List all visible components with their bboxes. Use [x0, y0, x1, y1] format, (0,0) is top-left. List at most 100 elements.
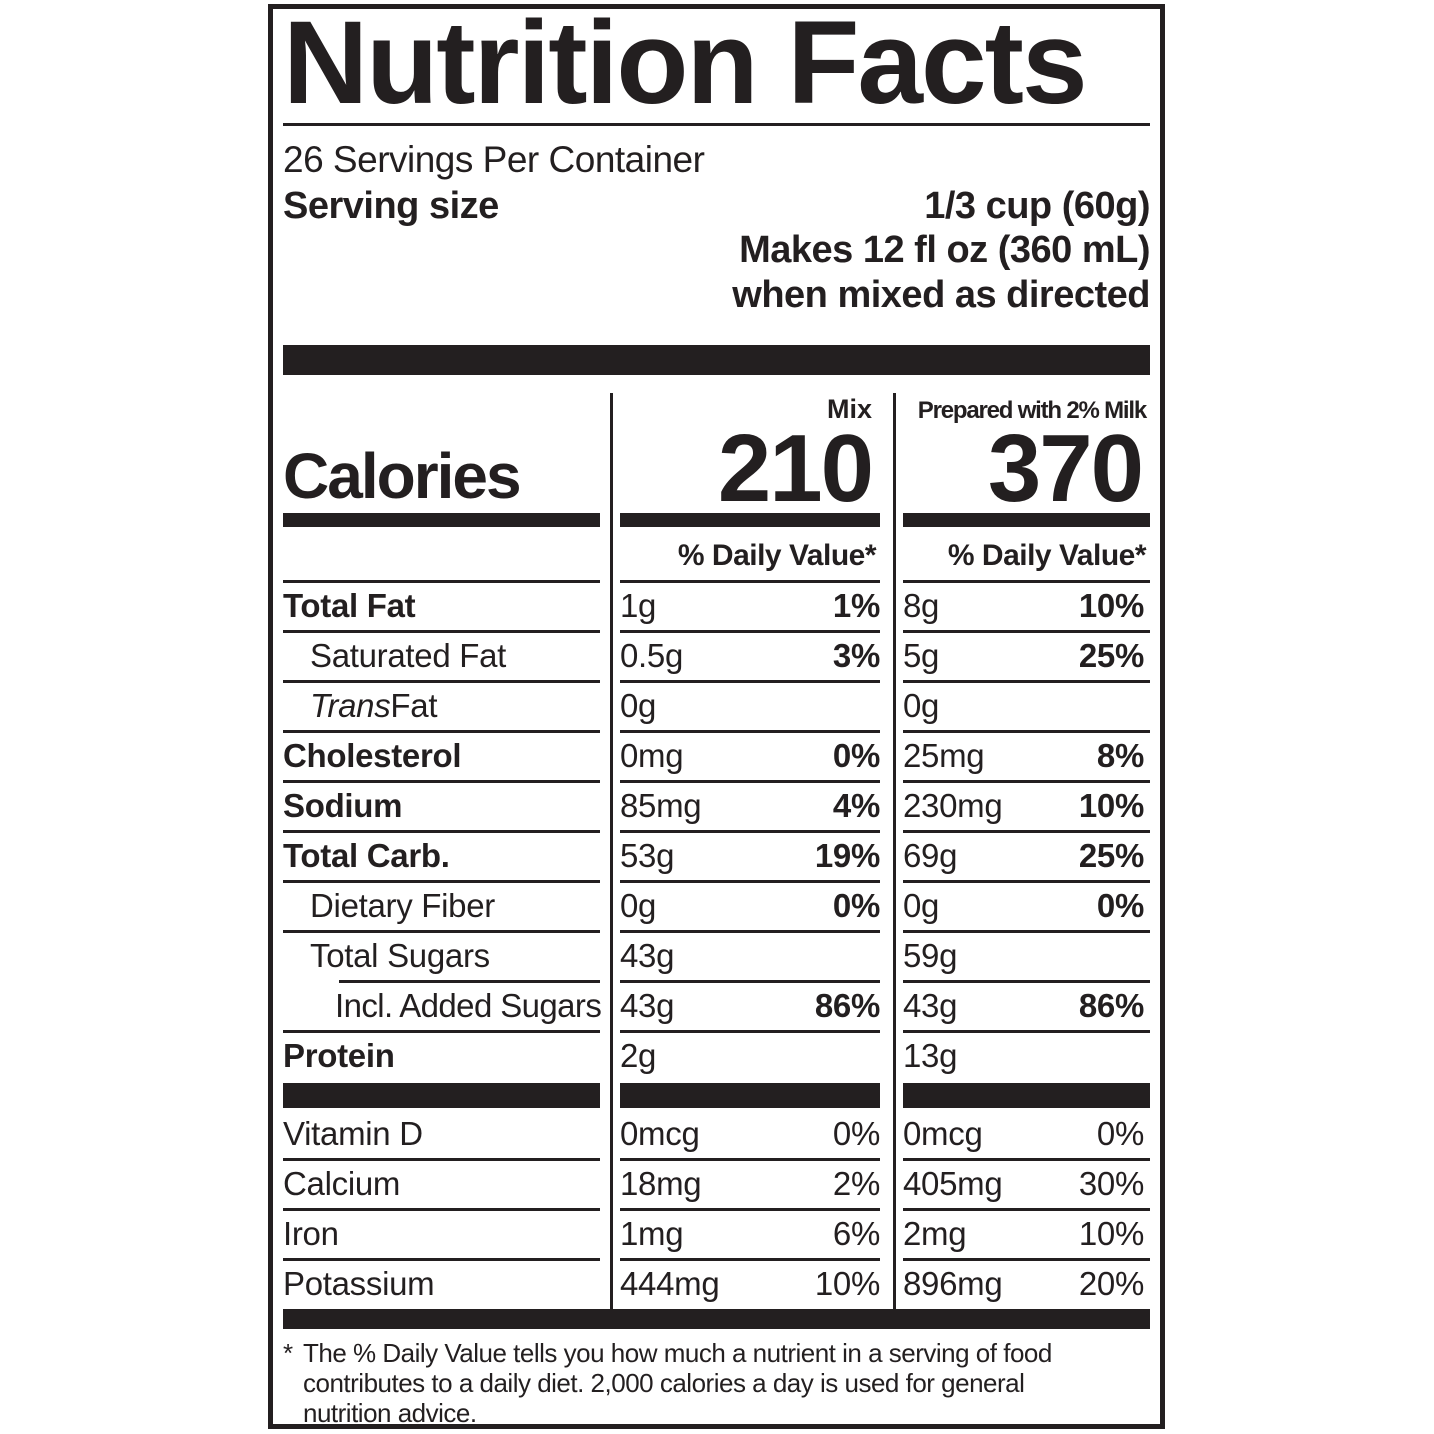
milk-column-values: 13g	[903, 1030, 1150, 1081]
nutrient-name-text: Saturated Fat	[310, 637, 507, 674]
nutrient-name-text: Sodium	[283, 787, 403, 824]
daily-value-percent: 0%	[832, 887, 880, 924]
amount-value: 59g	[903, 937, 958, 974]
nutrient-name-text: Calcium	[283, 1165, 401, 1202]
milk-column-values: 405mg 30%	[903, 1158, 1150, 1209]
serving-size-row: Serving size 1/3 cup (60g)	[283, 184, 1150, 228]
nutrient-row: Total Sugars 43g 59g	[283, 930, 1150, 981]
nutrient-row: Trans Fat 0g 0g	[283, 680, 1150, 731]
nutrient-name-text: Total Carb.	[283, 837, 450, 874]
nutrient-row: Sodium 85mg 4% 230mg 10%	[283, 780, 1150, 831]
daily-value-percent: 19%	[814, 837, 880, 874]
nutrient-name-text: Fat	[390, 687, 438, 724]
footnote-line: The % Daily Value tells you how much a n…	[303, 1338, 1052, 1368]
daily-value-percent: 6%	[832, 1215, 880, 1252]
daily-value-percent: 10%	[1078, 1215, 1144, 1252]
nutrition-facts-label: Nutrition Facts 26 Servings Per Containe…	[268, 4, 1165, 1429]
amount-value: 69g	[903, 837, 958, 874]
calories-row: Calories 210 370	[283, 415, 1150, 522]
amount-value: 43g	[903, 987, 958, 1024]
column-header-mix: Mix	[826, 394, 872, 424]
amount-value: 2g	[620, 1037, 657, 1074]
daily-value-percent: 0%	[832, 737, 880, 774]
amount-value: 1mg	[620, 1215, 684, 1252]
amount-value: 43g	[620, 937, 675, 974]
amount-value: 13g	[903, 1037, 958, 1074]
mix-column-values: 0.5g 3%	[620, 630, 880, 681]
calories-underline-bar	[903, 513, 1150, 527]
nutrient-name: Potassium	[283, 1258, 600, 1309]
nutrient-name: Trans Fat	[283, 680, 600, 731]
nutrient-table: Mix Prepared with 2% Milk Calories 210 3…	[283, 375, 1150, 1309]
amount-value: 0g	[620, 687, 657, 724]
nutrient-name: Calcium	[283, 1158, 600, 1209]
preparation-note-line2: when mixed as directed	[732, 274, 1150, 316]
micronutrient-row: Potassium 444mg 10% 896mg 20%	[283, 1258, 1150, 1309]
nutrient-row: Protein 2g 13g	[283, 1030, 1150, 1081]
section-separator-bar-bottom	[283, 1309, 1150, 1329]
nutrient-name-text: Iron	[283, 1215, 339, 1252]
daily-value-percent: 30%	[1078, 1165, 1144, 1202]
nutrient-row: Cholesterol 0mg 0% 25mg 8%	[283, 730, 1150, 781]
column-header-milk: Prepared with 2% Milk	[917, 397, 1147, 424]
separator-bar-segment	[903, 1082, 1150, 1108]
separator-bar-segment	[620, 1082, 880, 1108]
milk-column-values: 25mg 8%	[903, 730, 1150, 781]
nutrient-name: Vitamin D	[283, 1109, 600, 1159]
amount-value: 18mg	[620, 1165, 702, 1202]
servings-per-container: 26 Servings Per Container	[283, 139, 705, 180]
amount-value: 1g	[620, 587, 657, 624]
column-header-row: Mix Prepared with 2% Milk	[283, 375, 1150, 427]
nutrient-row: Saturated Fat 0.5g 3% 5g 25%	[283, 630, 1150, 681]
daily-value-header-row: % Daily Value* % Daily Value*	[283, 531, 1150, 581]
milk-column-values: 43g 86%	[903, 980, 1150, 1031]
amount-value: 405mg	[903, 1165, 1003, 1202]
column-divider-1	[610, 393, 613, 1309]
calories-underline-row	[283, 507, 1150, 531]
daily-value-percent: 10%	[1078, 787, 1144, 824]
daily-value-percent: 4%	[832, 787, 880, 824]
calories-underline-bar	[283, 513, 600, 527]
nutrient-row: Incl. Added Sugars 43g 86% 43g 86%	[283, 980, 1150, 1031]
calories-label: Calories	[283, 440, 522, 512]
daily-value-header-mix: % Daily Value*	[677, 539, 877, 572]
milk-column-values: 8g 10%	[903, 580, 1150, 631]
daily-value-percent: 25%	[1078, 837, 1144, 874]
mix-column-values: 53g 19%	[620, 830, 880, 881]
section-separator-bar-top	[283, 345, 1150, 375]
milk-column-values: 230mg 10%	[903, 780, 1150, 831]
separator-bar-segment	[283, 1082, 600, 1108]
nutrient-rows-group: Total Fat 1g 1% 8g 10% Saturated Fat 0.5g 3% 5g 2…	[283, 580, 1150, 1081]
title-rule	[283, 123, 1150, 126]
amount-value: 85mg	[620, 787, 702, 824]
amount-value: 0g	[903, 887, 940, 924]
amount-value: 53g	[620, 837, 675, 874]
mix-column-values: 444mg 10%	[620, 1258, 880, 1309]
nutrient-name-text: Potassium	[283, 1265, 435, 1302]
preparation-note-line1: Makes 12 fl oz (360 mL)	[739, 229, 1150, 271]
mix-column-values: 18mg 2%	[620, 1158, 880, 1209]
footnote-line: contributes to a daily diet. 2,000 calor…	[303, 1368, 1025, 1398]
calories-value-milk: 370	[987, 415, 1144, 522]
mix-column-values: 2g	[620, 1030, 880, 1081]
micronutrient-row: Calcium 18mg 2% 405mg 30%	[283, 1158, 1150, 1209]
daily-value-percent: 1%	[832, 587, 880, 624]
amount-value: 0mcg	[903, 1115, 983, 1152]
amount-value: 0mcg	[620, 1115, 700, 1152]
nutrient-name-text: Incl. Added Sugars	[335, 987, 602, 1024]
amount-value: 0mg	[620, 737, 684, 774]
amount-value: 0.5g	[620, 637, 684, 674]
mix-column-values: 43g 86%	[620, 980, 880, 1031]
amount-value: 0g	[903, 687, 940, 724]
nutrient-name: Iron	[283, 1208, 600, 1259]
serving-size-label: Serving size	[283, 185, 499, 227]
nutrient-name: Total Sugars	[283, 930, 600, 981]
calories-value-mix: 210	[717, 415, 874, 522]
milk-column-values: 896mg 20%	[903, 1258, 1150, 1309]
mix-column-values: 0g	[620, 680, 880, 731]
amount-value: 43g	[620, 987, 675, 1024]
nutrient-name: Cholesterol	[283, 730, 600, 781]
micronutrient-separator-row	[283, 1081, 1150, 1109]
mix-column-values: 0mg 0%	[620, 730, 880, 781]
